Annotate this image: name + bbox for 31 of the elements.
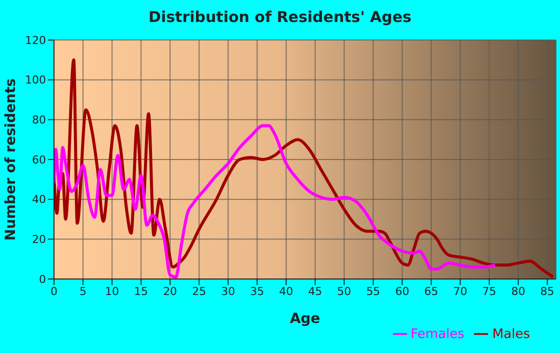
x-tick-label: 35	[250, 284, 264, 298]
x-tick-label: 40	[279, 284, 294, 298]
x-tick-label: 70	[453, 284, 468, 298]
y-axis-title: Number of residents	[2, 78, 19, 241]
y-tick-label: 20	[32, 233, 46, 246]
x-tick-label: 50	[337, 284, 352, 298]
legend-label: Females	[410, 327, 464, 342]
x-tick-label: 10	[105, 284, 120, 298]
y-tick-label: 100	[25, 74, 46, 87]
x-tick-label: 65	[424, 284, 438, 298]
legend-label: Males	[492, 327, 530, 342]
x-tick-label: 75	[482, 284, 496, 298]
x-tick-label: 5	[80, 284, 87, 298]
chart-title: Distribution of Residents' Ages	[148, 8, 412, 26]
x-tick-label: 55	[366, 284, 380, 298]
y-tick-label: 0	[39, 272, 46, 286]
x-tick-label: 45	[308, 284, 322, 298]
x-tick-label: 0	[50, 284, 58, 298]
y-tick-label: 40	[32, 193, 46, 206]
x-axis-title: Age	[290, 311, 320, 327]
y-tick-label: 80	[32, 114, 46, 127]
x-tick-label: 60	[395, 284, 410, 298]
x-tick-label: 20	[163, 284, 178, 298]
x-tick-label: 30	[221, 284, 236, 298]
line-series	[54, 124, 497, 279]
x-tick-label: 85	[540, 284, 554, 298]
y-tick-label: 60	[32, 153, 46, 166]
x-tick-label: 15	[134, 284, 148, 298]
x-tick-label: 80	[511, 284, 526, 298]
x-tick-label: 25	[192, 284, 206, 298]
y-tick-label: 120	[25, 34, 46, 47]
